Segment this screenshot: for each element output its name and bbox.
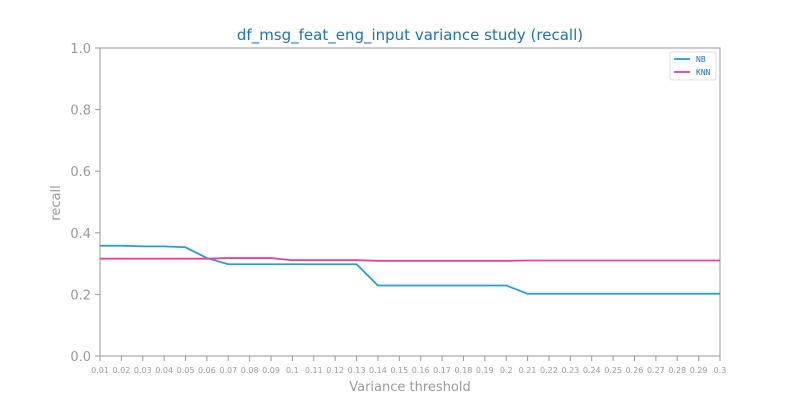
series-line-knn	[100, 257, 720, 262]
x-tick-label: 0.08	[241, 366, 259, 375]
x-tick-label: 0.2	[500, 366, 513, 375]
series-line-nb	[100, 244, 720, 295]
x-tick-label: 0.04	[155, 366, 173, 375]
x-tick-label: 0.03	[134, 366, 152, 375]
x-axis-ticks: 0.01 0.02 0.03 0.04 0.05 0.06 0.07 0.08 0.09 0.1 0…	[91, 356, 726, 375]
x-tick-label: 0.12	[326, 366, 344, 375]
x-tick-label: 0.26	[626, 366, 644, 375]
legend: NB KNN	[669, 51, 717, 81]
x-axis-label: Variance threshold	[349, 380, 471, 395]
series-lines	[100, 244, 720, 295]
x-tick-label: 0.1	[286, 366, 299, 375]
x-tick-label: 0.14	[369, 366, 387, 375]
x-tick-label: 0.07	[219, 366, 237, 375]
x-tick-label: 0.25	[604, 366, 622, 375]
chart-title: df_msg_feat_eng_input variance study (re…	[237, 26, 583, 45]
x-tick-label: 0.09	[262, 366, 280, 375]
x-tick-label: 0.11	[305, 366, 323, 375]
x-tick-label: 0.05	[177, 366, 195, 375]
legend-label-knn: KNN	[696, 68, 711, 77]
x-tick-label: 0.13	[348, 366, 366, 375]
x-tick-label: 0.01	[91, 366, 109, 375]
x-tick-label: 0.23	[561, 366, 579, 375]
x-tick-label: 0.18	[455, 366, 473, 375]
x-tick-label: 0.19	[476, 366, 494, 375]
y-tick-label: 0.8	[70, 104, 91, 119]
x-tick-label: 0.02	[112, 366, 130, 375]
x-tick-label: 0.22	[540, 366, 558, 375]
y-tick-label: 0.2	[70, 288, 91, 303]
x-tick-label: 0.29	[690, 366, 708, 375]
x-tick-label: 0.21	[519, 366, 537, 375]
plot-axes	[99, 47, 721, 357]
y-tick-label: 0.6	[70, 165, 91, 180]
x-tick-label: 0.06	[198, 366, 216, 375]
x-tick-label: 0.17	[433, 366, 451, 375]
y-axis-label: recall	[49, 185, 64, 220]
x-tick-label: 0.27	[647, 366, 665, 375]
y-axis-ticks: 0.0 0.2 0.4 0.6 0.8 1.0	[70, 42, 100, 365]
x-tick-label: 0.28	[668, 366, 686, 375]
plot-frame	[99, 47, 721, 357]
y-tick-label: 1.0	[70, 42, 91, 57]
x-tick-label: 0.24	[583, 366, 601, 375]
x-tick-label: 0.15	[390, 366, 408, 375]
y-tick-label: 0.4	[70, 227, 91, 242]
legend-label-nb: NB	[696, 55, 706, 64]
x-tick-label: 0.3	[714, 366, 727, 375]
y-tick-label: 0.0	[70, 350, 91, 365]
x-tick-label: 0.16	[412, 366, 430, 375]
